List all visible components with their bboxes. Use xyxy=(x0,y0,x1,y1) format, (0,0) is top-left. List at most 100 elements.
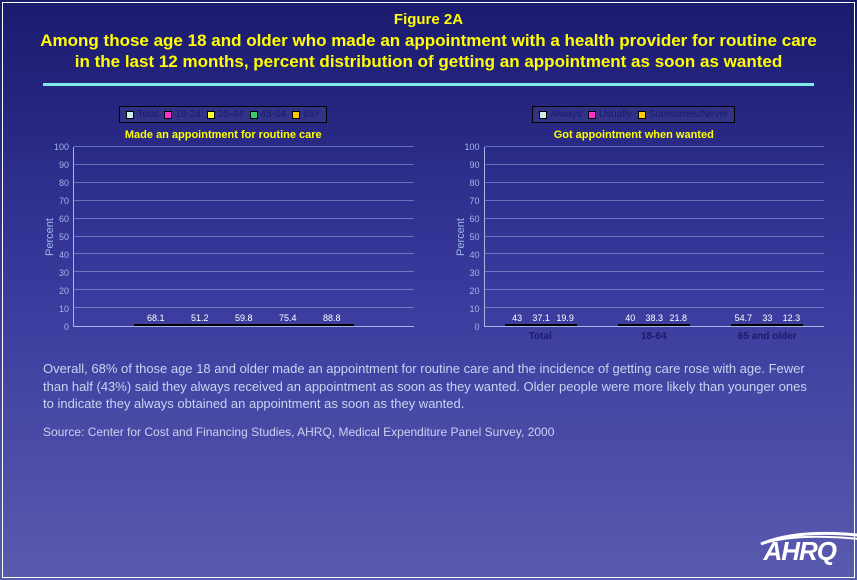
gridline xyxy=(485,200,825,201)
bar: 40 xyxy=(618,324,642,326)
gridline xyxy=(74,307,414,308)
bar: 43 xyxy=(505,324,529,326)
y-tick: 30 xyxy=(59,268,69,278)
bar: 21.8 xyxy=(666,324,690,326)
y-tick: 70 xyxy=(59,196,69,206)
plot-right: Percent 0102030405060708090100 4337.119.… xyxy=(484,147,825,327)
chart-left: Total 18-24 25-44 45-64 65+ Made an appointm… xyxy=(23,106,424,343)
legend-item: 45-64 xyxy=(250,109,287,120)
gridline xyxy=(485,236,825,237)
bar-value-label: 12.3 xyxy=(783,313,801,323)
bar-group: 4038.321.8 xyxy=(598,324,711,326)
gridline xyxy=(485,253,825,254)
y-tick: 30 xyxy=(469,268,479,278)
bar-value-label: 88.8 xyxy=(323,313,341,323)
legend-item: Usually xyxy=(588,109,632,120)
legend-label: Always xyxy=(550,109,582,120)
legend-swatch xyxy=(292,111,300,119)
gridline xyxy=(485,307,825,308)
legend-item: 25-44 xyxy=(207,109,244,120)
y-tick: 100 xyxy=(464,142,479,152)
ahrq-logo: AHRQ xyxy=(763,536,836,567)
y-tick: 60 xyxy=(469,214,479,224)
bar-value-label: 75.4 xyxy=(279,313,297,323)
gridline xyxy=(74,289,414,290)
x-axis-label: Total xyxy=(484,327,598,342)
chart-right: AlwaysUsuallySometimes/Never Got appoint… xyxy=(434,106,835,343)
legend-swatch xyxy=(588,111,596,119)
legend-label: 65+ xyxy=(303,109,320,120)
legend-label: Total xyxy=(137,109,158,120)
gridline xyxy=(74,164,414,165)
gridline xyxy=(74,182,414,183)
gridline xyxy=(485,271,825,272)
bar-value-label: 54.7 xyxy=(735,313,753,323)
bar-group: 4337.119.9 xyxy=(485,324,598,326)
gridline xyxy=(74,146,414,147)
gridline xyxy=(485,164,825,165)
bar: 37.1 xyxy=(529,324,553,326)
y-tick: 10 xyxy=(59,304,69,314)
charts-row: Total 18-24 25-44 45-64 65+ Made an appointm… xyxy=(3,86,854,343)
title-block: Figure 2A Among those age 18 and older w… xyxy=(3,3,854,73)
x-labels-right: Total18-6465 and older xyxy=(484,327,825,342)
gridline xyxy=(74,253,414,254)
plot-left-inner: 68.151.259.875.488.8 xyxy=(73,147,414,327)
bar-value-label: 68.1 xyxy=(147,313,165,323)
y-tick: 80 xyxy=(469,178,479,188)
y-tick: 10 xyxy=(469,304,479,314)
legend-right: Always Usually Sometimes/Never xyxy=(532,106,735,123)
bar: 12.3 xyxy=(779,324,803,326)
legend-item: 18-24 xyxy=(164,109,201,120)
legend-label: 25-44 xyxy=(218,109,244,120)
bar-value-label: 59.8 xyxy=(235,313,253,323)
legend-label: Sometimes/Never xyxy=(649,109,728,120)
gridline xyxy=(74,271,414,272)
x-axis-label: 18-64 xyxy=(597,327,711,342)
logo-swoosh-icon xyxy=(759,530,857,548)
legend-swatch xyxy=(126,111,134,119)
y-tick: 40 xyxy=(59,250,69,260)
gridline xyxy=(485,218,825,219)
bar: 59.8 xyxy=(222,324,266,326)
bar-value-label: 40 xyxy=(625,313,635,323)
y-tick: 40 xyxy=(469,250,479,260)
legend-swatch xyxy=(164,111,172,119)
y-tick: 50 xyxy=(469,232,479,242)
gridline xyxy=(74,236,414,237)
gridline xyxy=(74,218,414,219)
bar: 19.9 xyxy=(553,324,577,326)
gridline xyxy=(485,146,825,147)
legend-item: Total xyxy=(126,109,158,120)
bar: 51.2 xyxy=(178,324,222,326)
bar: 88.8 xyxy=(310,324,354,326)
y-tick: 20 xyxy=(469,286,479,296)
bar-value-label: 33 xyxy=(762,313,772,323)
gridline xyxy=(485,289,825,290)
figure-label: Figure 2A xyxy=(33,11,824,28)
source-text: Source: Center for Cost and Financing St… xyxy=(3,413,854,439)
y-ticks-right: 0102030405060708090100 xyxy=(456,147,480,327)
bar: 38.3 xyxy=(642,324,666,326)
legend-item: Always xyxy=(539,109,582,120)
y-tick: 90 xyxy=(59,160,69,170)
bar-value-label: 38.3 xyxy=(645,313,663,323)
legend-swatch xyxy=(250,111,258,119)
bar: 68.1 xyxy=(134,324,178,326)
bar: 54.7 xyxy=(731,324,755,326)
y-tick: 20 xyxy=(59,286,69,296)
plot-right-inner: 4337.119.94038.321.854.73312.3 xyxy=(484,147,825,327)
y-tick: 90 xyxy=(469,160,479,170)
gridline xyxy=(485,182,825,183)
legend-swatch xyxy=(539,111,547,119)
bar-value-label: 19.9 xyxy=(556,313,574,323)
legend-swatch xyxy=(207,111,215,119)
legend-item: 65+ xyxy=(292,109,320,120)
bars-right: 4337.119.94038.321.854.73312.3 xyxy=(485,147,825,326)
chart-left-title: Made an appointment for routine care xyxy=(23,129,424,141)
legend-label: 18-24 xyxy=(175,109,201,120)
bar-group: 68.151.259.875.488.8 xyxy=(74,324,414,326)
bar-value-label: 51.2 xyxy=(191,313,209,323)
y-tick: 80 xyxy=(59,178,69,188)
figure-frame: Figure 2A Among those age 18 and older w… xyxy=(2,2,855,578)
